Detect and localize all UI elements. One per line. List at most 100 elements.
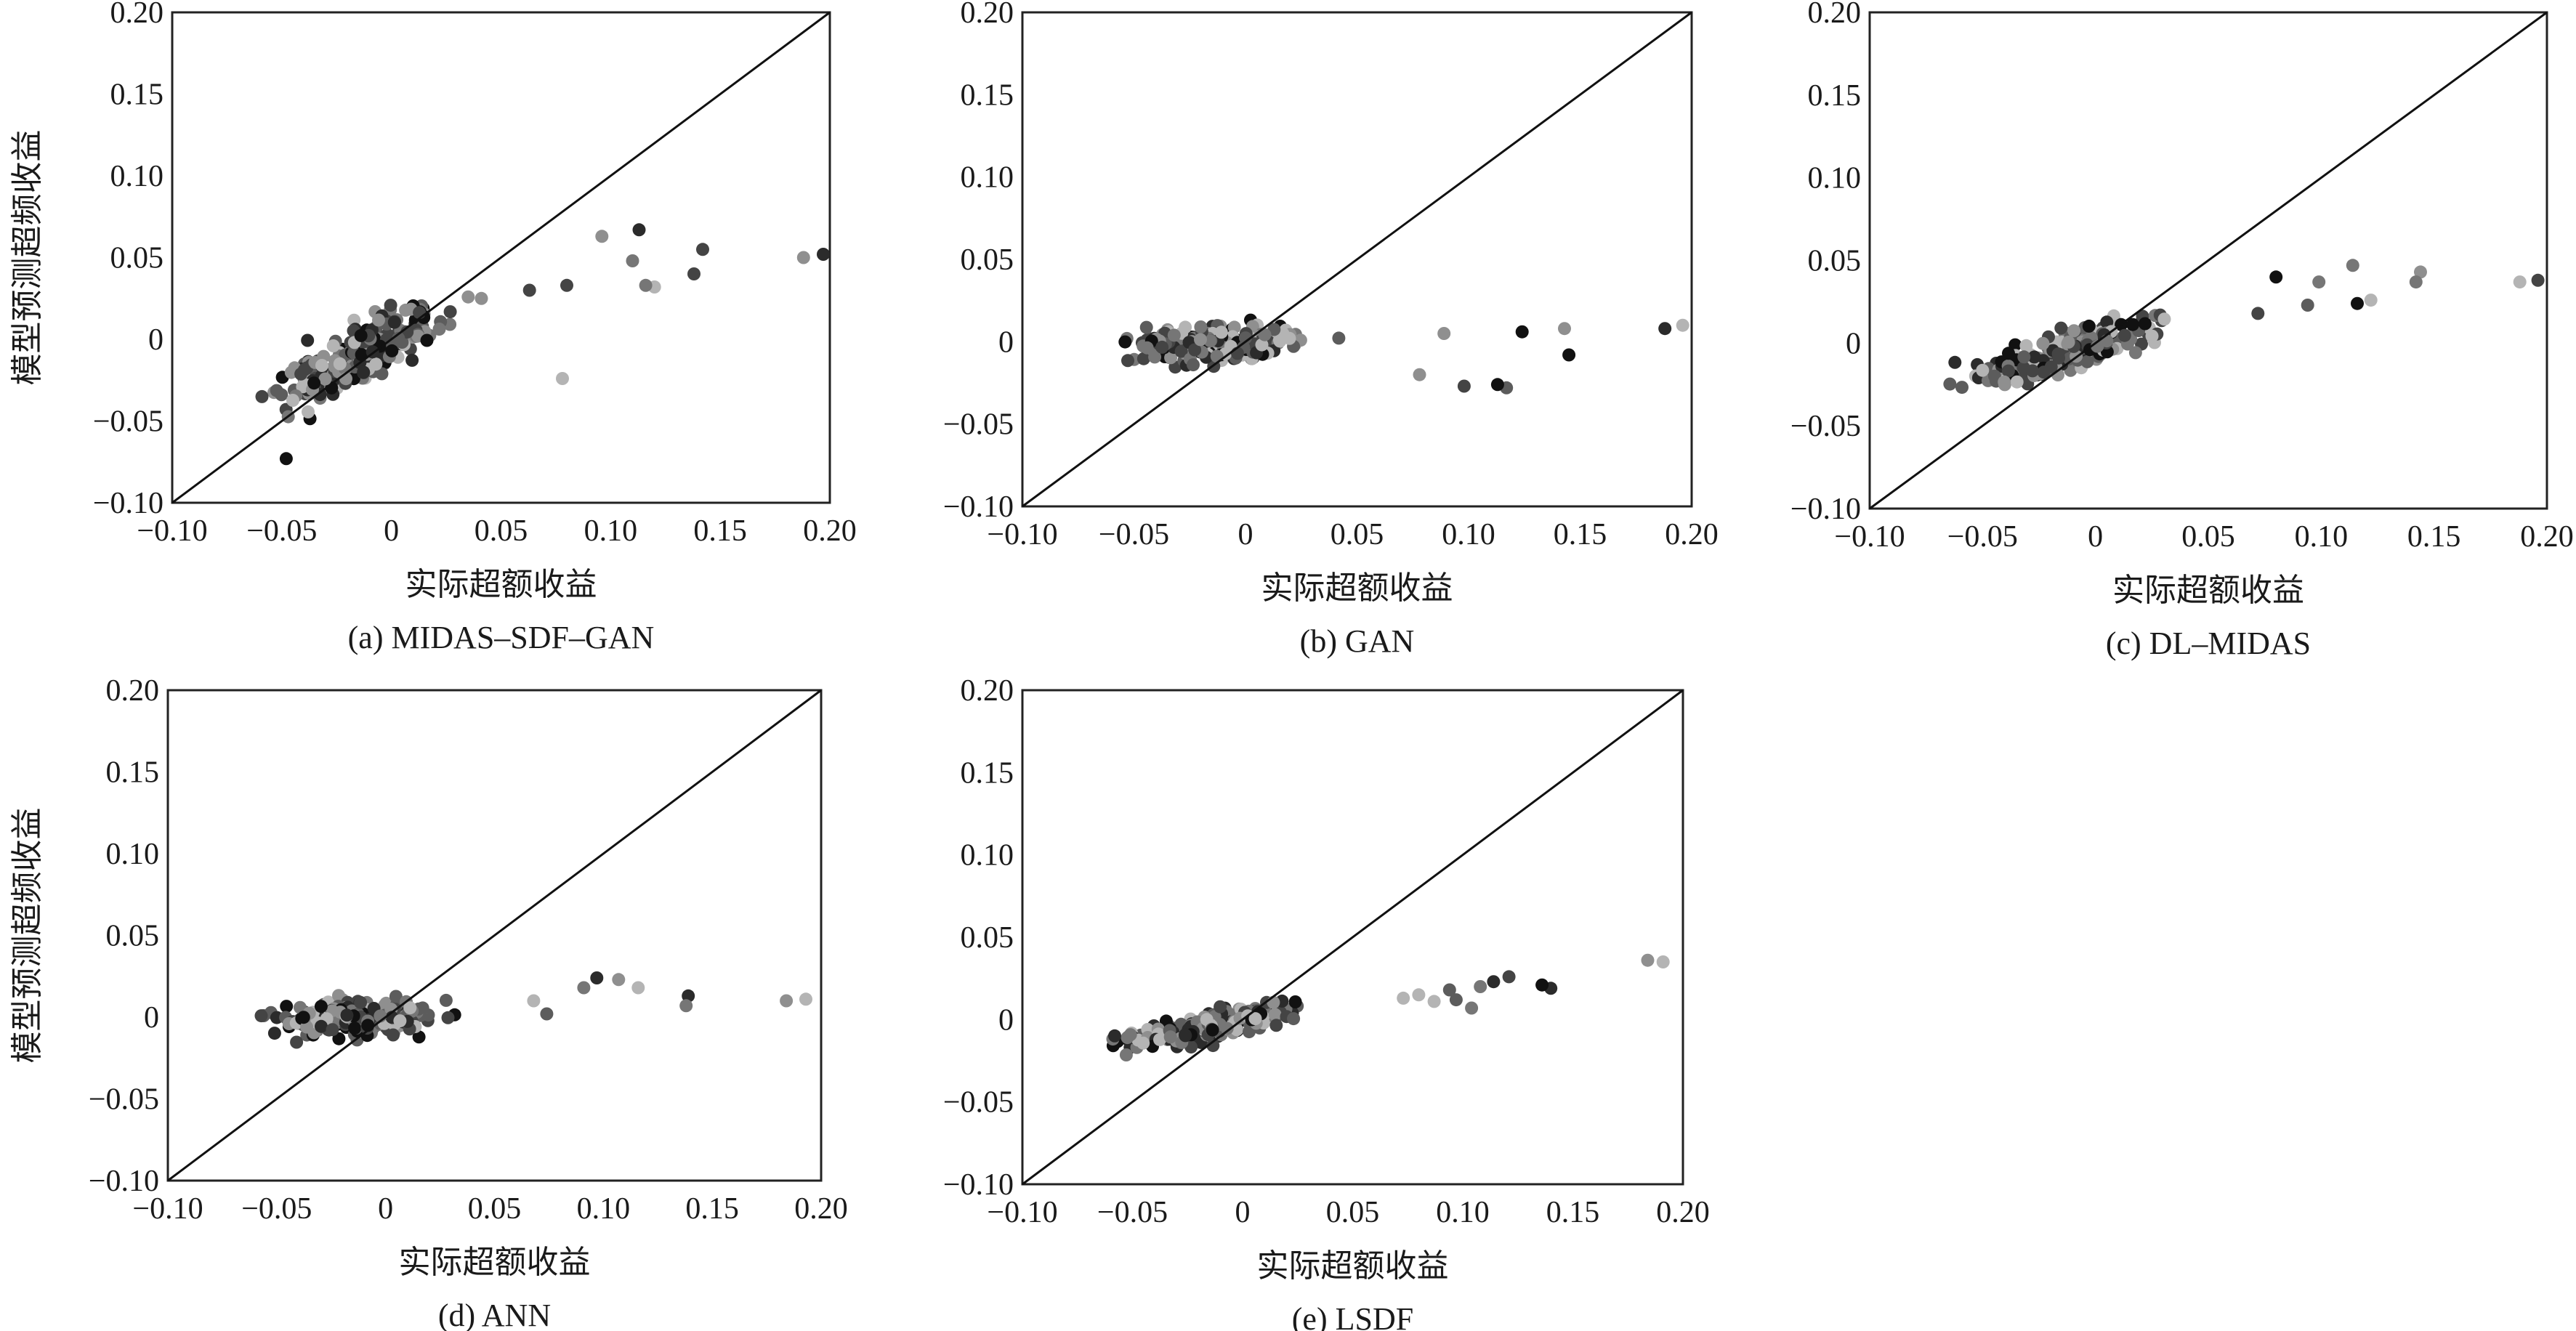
data-point: [696, 243, 709, 256]
data-point: [1558, 322, 1571, 336]
x-tick-label: 0.05: [475, 514, 528, 548]
x-tick-label: −0.05: [1099, 518, 1169, 551]
data-point: [1255, 338, 1269, 352]
data-point: [1167, 328, 1181, 342]
data-point: [393, 1014, 407, 1028]
y-tick-label: −0.10: [89, 1165, 159, 1198]
data-point: [1487, 975, 1501, 989]
data-point: [405, 353, 419, 367]
y-tick-label: −0.05: [89, 1083, 159, 1117]
data-point: [796, 251, 810, 264]
data-point: [301, 333, 315, 347]
data-point: [1427, 995, 1441, 1008]
data-point: [540, 1007, 554, 1021]
data-point: [432, 323, 446, 336]
data-point: [2138, 317, 2152, 331]
x-tick-label: 0: [384, 514, 399, 548]
data-point: [1490, 378, 1504, 392]
data-point: [1658, 322, 1672, 336]
data-point: [780, 994, 794, 1008]
data-point: [2364, 294, 2378, 307]
data-point: [687, 267, 700, 280]
data-point: [2044, 360, 2058, 373]
reference-line: [1869, 11, 2548, 510]
data-point: [1397, 991, 1410, 1005]
data-point: [1119, 1048, 1133, 1061]
data-point: [2409, 275, 2423, 289]
data-point: [392, 331, 405, 345]
y-tick-label: 0.15: [961, 78, 1014, 112]
x-axis-title: 实际超额收益: [405, 566, 597, 603]
y-tick-label: 0.05: [106, 920, 160, 953]
data-point: [326, 339, 340, 352]
data-point: [1214, 325, 1228, 339]
data-point: [2082, 319, 2096, 333]
data-point: [2312, 275, 2326, 289]
y-tick-label: 0.15: [106, 756, 160, 790]
y-tick-label: −0.10: [943, 490, 1014, 524]
data-point: [1248, 1012, 1262, 1026]
data-point: [1258, 328, 1272, 341]
data-point: [1206, 1039, 1220, 1053]
data-point: [1535, 978, 1549, 992]
data-point: [1188, 343, 1202, 357]
data-point: [275, 388, 288, 402]
data-point: [1442, 983, 1456, 997]
data-point: [2351, 296, 2364, 310]
data-point: [2100, 334, 2114, 348]
data-point: [384, 299, 397, 312]
data-point: [1200, 1013, 1214, 1027]
data-point: [2017, 350, 2031, 364]
data-point: [2128, 346, 2142, 360]
x-tick-label: 0.20: [794, 1192, 848, 1226]
data-point: [1987, 369, 2001, 383]
data-point: [441, 1011, 455, 1024]
plot-frame: [166, 689, 823, 1182]
panel-caption: (c) DL–MIDAS: [2106, 626, 2311, 661]
data-point: [1136, 1036, 1150, 1050]
data-point: [1269, 1019, 1283, 1032]
data-point: [595, 230, 609, 243]
y-tick-label: 0.10: [1808, 162, 1862, 195]
x-tick-label: 0.15: [693, 514, 747, 548]
x-tick-label: 0: [2088, 520, 2103, 554]
data-point: [1998, 375, 2011, 389]
data-point: [2251, 307, 2265, 320]
y-tick-label: 0.10: [110, 160, 164, 193]
data-point: [475, 291, 488, 305]
y-tick-label: 0: [998, 1003, 1014, 1037]
data-point: [2067, 324, 2081, 338]
data-point: [332, 1032, 346, 1045]
data-point: [1174, 344, 1188, 358]
y-tick-label: 0.10: [106, 838, 160, 871]
data-point: [2062, 335, 2075, 349]
data-point: [1140, 341, 1154, 355]
data-point: [254, 1009, 268, 1023]
x-tick-label: −0.10: [1834, 520, 1905, 554]
y-tick-label: −0.05: [943, 408, 1014, 442]
x-tick-label: 0.10: [1436, 1196, 1490, 1229]
data-point: [412, 1030, 426, 1044]
data-point: [2010, 375, 2024, 389]
data-point: [1413, 368, 1426, 381]
data-point: [1108, 1029, 1121, 1043]
data-point: [1121, 354, 1134, 368]
data-point: [255, 389, 269, 403]
x-tick-label: 0.15: [2407, 520, 2461, 554]
data-point: [2269, 270, 2283, 284]
y-tick-label: 0.20: [110, 0, 164, 30]
data-point: [357, 365, 371, 379]
data-point: [1139, 320, 1153, 334]
plot-frame: [1021, 689, 1684, 1186]
y-tick-label: 0.15: [961, 756, 1014, 790]
data-point: [2051, 347, 2065, 361]
x-tick-label: 0.05: [2181, 520, 2235, 554]
x-tick-label: −0.05: [1947, 520, 2018, 554]
x-tick-label: 0.10: [577, 1192, 631, 1226]
data-point: [1288, 995, 1302, 1008]
x-tick-label: 0.05: [468, 1192, 522, 1226]
data-point: [2145, 329, 2159, 343]
data-point: [577, 981, 591, 995]
scatter-panel: −0.10 −0.05 0 0.05 0.10 0.15 0.20 −0.10 −0.05 0 0.…: [9, 0, 857, 655]
data-point: [279, 452, 293, 466]
